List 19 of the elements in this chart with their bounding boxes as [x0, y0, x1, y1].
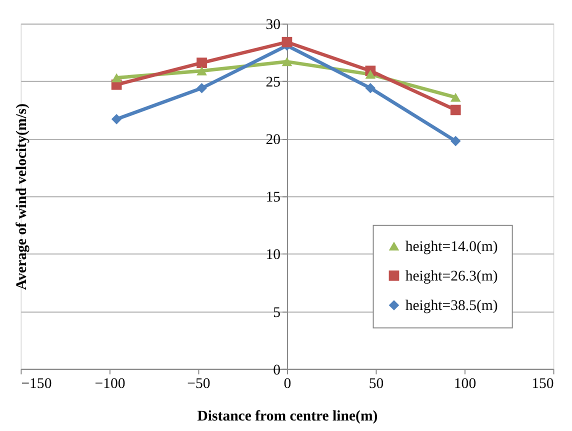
- x-tick-label: 150: [532, 376, 554, 392]
- x-tick-label: −50: [187, 376, 210, 392]
- x-axis-title: Distance from centre line(m): [197, 408, 378, 425]
- y-tick-label: 30: [266, 17, 281, 34]
- x-tick-label: −100: [94, 376, 126, 392]
- y-tick-label: 5: [273, 304, 281, 321]
- x-tick-label: −150: [21, 376, 52, 392]
- y-tick-label: 20: [266, 132, 281, 148]
- y-tick-label: 25: [266, 74, 281, 91]
- x-tick-label: 0: [284, 376, 292, 392]
- x-tick-label: 100: [454, 376, 476, 392]
- y-tick-label: 10: [266, 247, 281, 264]
- y-tick-label: 15: [266, 190, 281, 206]
- legend-label: height=26.3(m): [405, 268, 498, 285]
- x-tick-label: 50: [368, 376, 384, 392]
- y-axis-title: Average of wind velocity(m/s): [14, 103, 30, 290]
- legend-label: height=14.0(m): [405, 239, 498, 256]
- legend-label: height=38.5(m): [405, 298, 498, 314]
- y-tick-label: 0: [273, 362, 281, 378]
